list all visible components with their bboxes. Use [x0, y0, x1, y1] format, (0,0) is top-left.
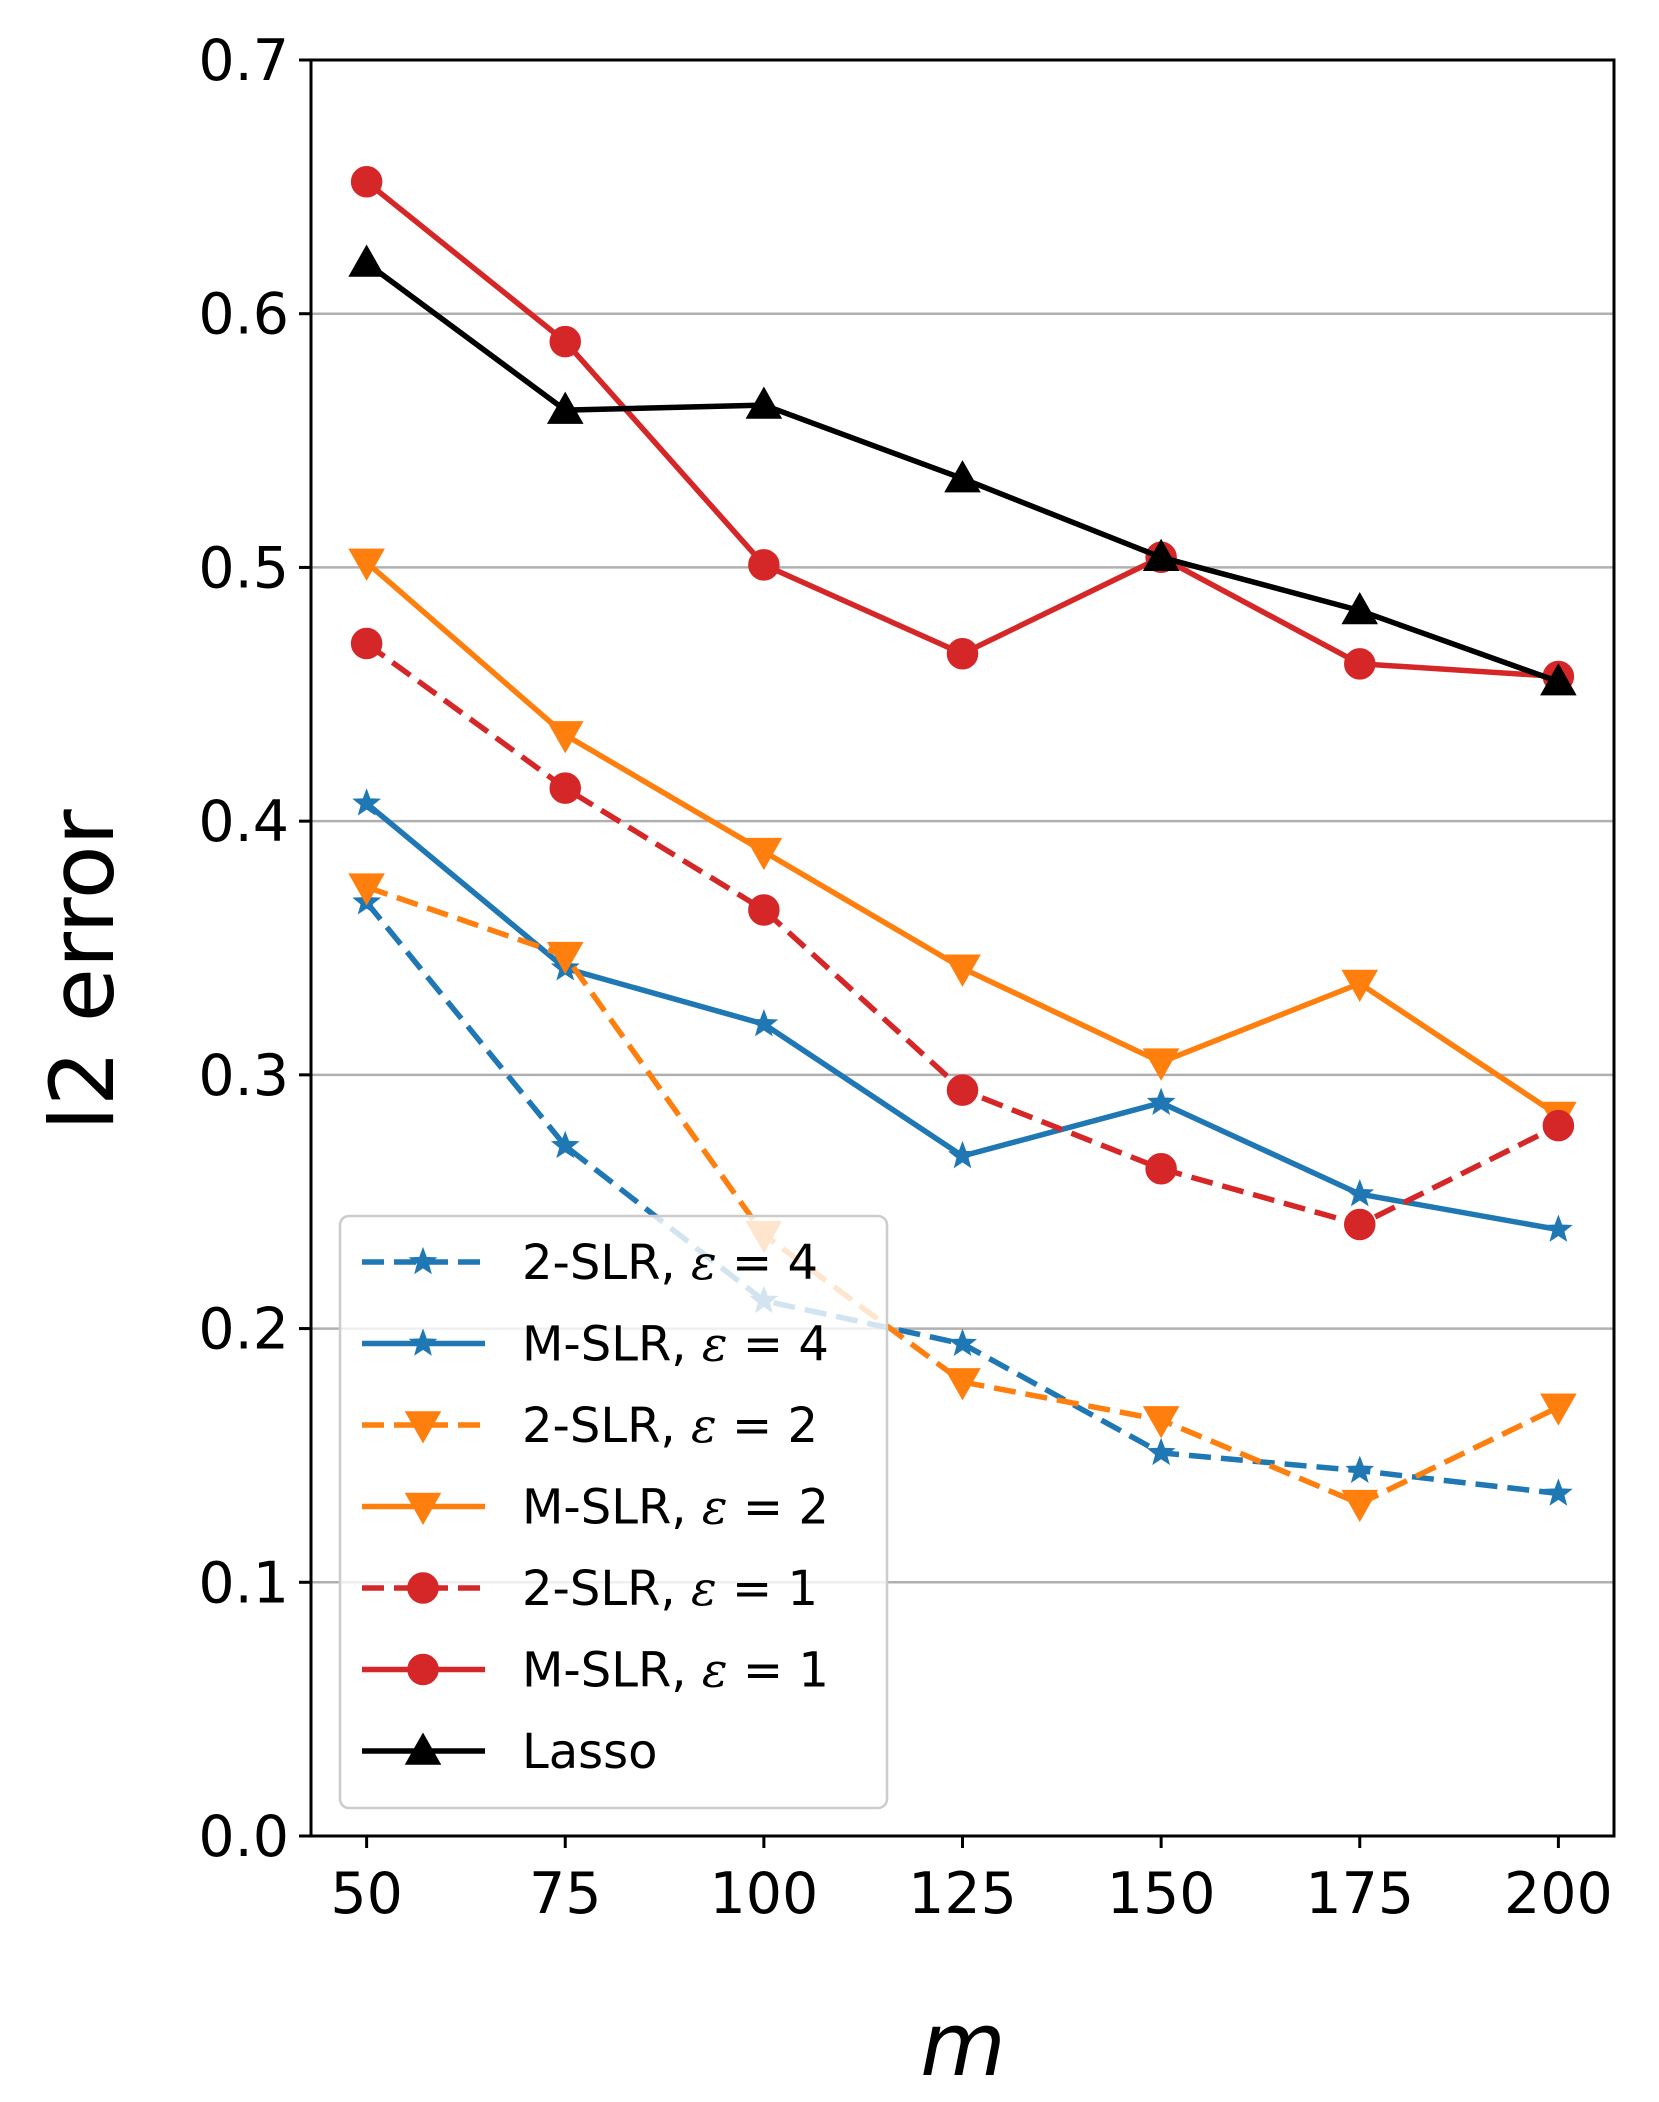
legend-marker-6 [404, 1732, 442, 1765]
series-1-point-5 [1345, 1178, 1375, 1207]
y-tick-label-1: 0.1 [198, 1550, 289, 1616]
x-tick-label-0: 50 [330, 1861, 403, 1927]
series-3-point-0 [348, 548, 385, 581]
series-2 [348, 873, 1577, 1523]
series-4-point-4 [1145, 1152, 1177, 1185]
x-tick-label-1: 75 [529, 1861, 602, 1927]
series-0-point-1 [550, 1130, 580, 1159]
series-0-point-3 [948, 1328, 977, 1357]
legend-item-2: 2-SLR, ε = 2 [362, 1398, 818, 1454]
legend-marker-3 [404, 1492, 442, 1526]
series-3-point-5 [1341, 969, 1379, 1003]
y-tick-label-0: 0.0 [198, 1804, 289, 1870]
x-tick-label-6: 200 [1504, 1861, 1613, 1927]
series-5-point-5 [1344, 648, 1376, 680]
series-5 [350, 166, 1575, 693]
series-4-point-2 [748, 894, 780, 926]
series-0-point-6 [1543, 1478, 1573, 1506]
legend: 2-SLR, ε = 4 M-SLR, ε = 4 2-SLR, ε = 2 M-SL… [338, 1214, 889, 1810]
series-4-point-0 [350, 627, 383, 660]
legend-label-4: 2-SLR, ε = 1 [522, 1561, 818, 1617]
legend-marker-1 [408, 1328, 438, 1356]
series-4 [350, 627, 1575, 1241]
y-tick-label-7: 0.7 [198, 28, 289, 94]
series-5-point-1 [549, 325, 581, 358]
series-6-point-1 [546, 391, 584, 424]
series-3-point-3 [944, 954, 981, 987]
series-6-point-4 [1142, 538, 1180, 572]
series-2-point-5 [1341, 1489, 1379, 1523]
legend-label-6: Lasso [522, 1724, 658, 1780]
series-3 [348, 548, 1577, 1134]
axis-ticks: 0.0 0.1 0.2 0.3 0.4 0.5 0.6 0.7 50 75 100 125 150 175… [198, 28, 1612, 1927]
series-0-point-5 [1345, 1455, 1375, 1483]
legend-item-5: M-SLR, ε = 1 [362, 1643, 829, 1699]
legend-box [338, 1214, 889, 1810]
series-2-point-4 [1142, 1406, 1180, 1439]
x-tick-label-2: 100 [709, 1861, 818, 1927]
series-4-line [364, 641, 1560, 1228]
series-4-point-3 [946, 1074, 979, 1106]
legend-label-1: M-SLR, ε = 4 [522, 1317, 829, 1373]
series-1-point-4 [1146, 1087, 1176, 1116]
legend-label-2: 2-SLR, ε = 2 [522, 1398, 818, 1454]
series-1-point-3 [948, 1140, 977, 1169]
series-1-point-2 [749, 1008, 779, 1037]
series-3-point-4 [1142, 1048, 1180, 1081]
series-4-point-1 [549, 772, 581, 804]
series-6-point-6 [1540, 663, 1577, 696]
series-6 [348, 244, 1577, 696]
y-tick-label-3: 0.3 [198, 1043, 289, 1109]
legend-item-1: M-SLR, ε = 4 [362, 1317, 829, 1373]
series-3-point-2 [745, 837, 783, 871]
series-6-point-3 [944, 460, 981, 493]
legend-label-3: M-SLR, ε = 2 [522, 1480, 829, 1536]
y-axis-label: l2 error [31, 808, 134, 1130]
series-group [348, 166, 1577, 1523]
series-4-point-6 [1542, 1109, 1575, 1142]
legend-label-0: 2-SLR, ε = 4 [522, 1235, 818, 1291]
series-4-point-5 [1344, 1208, 1376, 1241]
legend-marker-5 [407, 1653, 439, 1686]
series-2-point-1 [546, 941, 584, 975]
series-1-point-6 [1543, 1214, 1573, 1242]
series-6-point-0 [348, 244, 385, 277]
series-5-line [364, 179, 1559, 680]
y-tick-label-6: 0.6 [198, 282, 289, 348]
series-1 [352, 788, 1573, 1242]
series-5-point-2 [748, 549, 780, 581]
series-2-point-3 [944, 1368, 981, 1401]
series-2-point-6 [1540, 1393, 1577, 1426]
series-1-line [364, 801, 1559, 1233]
legend-item-4: 2-SLR, ε = 1 [362, 1561, 818, 1617]
y-tick-label-4: 0.4 [198, 789, 289, 855]
x-tick-label-3: 125 [908, 1861, 1017, 1927]
x-tick-label-4: 150 [1107, 1861, 1216, 1927]
x-axis-label: m [920, 1993, 1006, 2096]
legend-marker-0 [408, 1246, 438, 1275]
x-tick-label-5: 175 [1305, 1861, 1414, 1927]
y-tick-label-2: 0.2 [198, 1297, 289, 1363]
legend-label-5: M-SLR, ε = 1 [522, 1643, 829, 1699]
y-tick-label-5: 0.5 [198, 535, 289, 601]
series-0-point-4 [1146, 1437, 1176, 1466]
legend-marker-2 [404, 1411, 442, 1444]
series-5-point-3 [946, 637, 979, 670]
legend-item-6: Lasso [362, 1724, 658, 1780]
legend-item-0: 2-SLR, ε = 4 [362, 1235, 818, 1291]
series-2-point-0 [348, 873, 385, 906]
series-3-point-1 [546, 721, 584, 754]
series-5-point-0 [350, 166, 383, 198]
series-6-point-5 [1341, 592, 1379, 625]
legend-item-3: M-SLR, ε = 2 [362, 1480, 829, 1536]
series-6-point-2 [745, 386, 783, 419]
series-1-point-0 [352, 788, 382, 816]
legend-marker-4 [407, 1572, 439, 1604]
